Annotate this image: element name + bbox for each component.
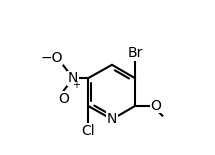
- Text: O: O: [58, 92, 69, 106]
- Text: N: N: [107, 112, 117, 126]
- Text: Cl: Cl: [81, 124, 95, 138]
- Text: Br: Br: [127, 46, 143, 60]
- Text: +: +: [72, 80, 80, 90]
- Text: O: O: [150, 99, 161, 113]
- Text: −O: −O: [40, 51, 63, 65]
- Text: N: N: [68, 71, 78, 85]
